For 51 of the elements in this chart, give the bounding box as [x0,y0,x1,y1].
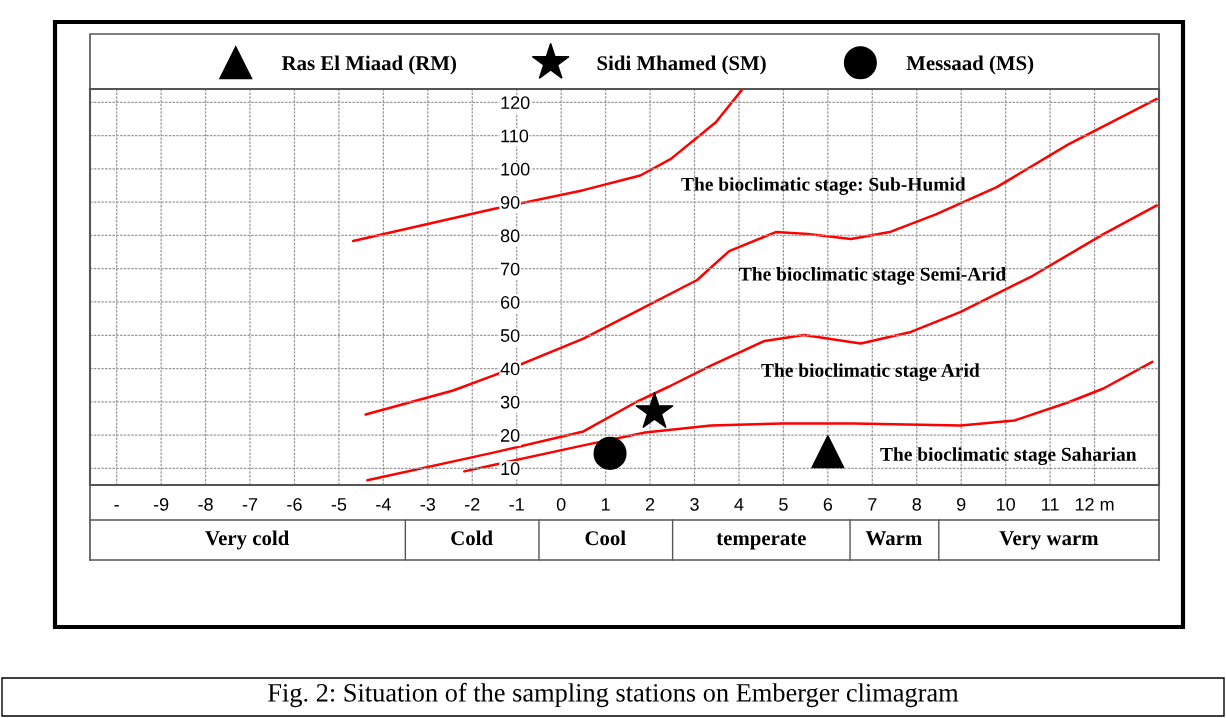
x-tick-label: -9 [153,497,169,511]
x-tick-label: 8 [912,497,921,511]
x-tick-label: -8 [198,497,213,511]
line-series [364,97,1159,416]
annotation: The bioclimatic stage Saharian [880,447,1137,465]
y-tick-label: 70 [501,262,520,276]
text: Cold [451,530,493,546]
annotation: The bioclimatic stage Arid [761,363,980,382]
x-tick-label: -2 [465,497,480,511]
y-tick-label: 40 [500,362,520,376]
x-tick-label: 11 [1042,498,1059,511]
x-tick-label: -7 [242,498,258,511]
text: Cool [585,530,626,546]
y-tick-label: 80 [500,229,520,243]
text: Very warm [999,531,1099,550]
y-tick-label: 90 [500,196,520,209]
y-tick-label: 10 [501,462,520,476]
x-tick-label: -3 [420,497,436,511]
x-tick-label: 6 [823,497,833,511]
annotation: The bioclimatic stage Semi-Arid [739,267,1006,285]
y-tick-label: 110 [501,129,529,143]
x-tick-label: 0 [556,497,566,511]
legend-label: Ras El Miaad (RM) [281,55,456,75]
y-tick-label: 100 [501,162,530,176]
annotation: The bioclimatic stage: Sub-Humid [681,177,966,195]
text: Warm [865,531,922,546]
x-tick-label: 2 [645,497,655,511]
y-tick-label: 50 [500,329,520,342]
x-tick-label: 9 [957,497,966,511]
x-tick-label: -5 [331,498,347,511]
text: temperate [716,533,806,550]
x-tick-label: 10 [996,497,1015,511]
legend-label: Sidi Mhamed (SM) [597,55,766,75]
legend-label: Messaad (MS) [906,55,1034,75]
y-tick-label: 30 [500,395,520,409]
y-tick-label: 60 [501,295,520,309]
x-tick-label: 12 m [1075,497,1114,511]
x-tick-label: -1 [509,498,524,511]
x-tick-label: -4 [376,498,391,511]
x-tick-label: 7 [868,498,877,511]
text: Fig. 2: Situation of the sampling stations on Emberger climagram [268,682,959,708]
y-tick-label: 20 [500,429,520,442]
x-tick-label: 3 [690,497,699,511]
y-tick-label: 120 [501,96,530,110]
x-tick-label: - [114,505,119,507]
x-tick-label: 5 [779,498,788,511]
line-series [463,360,1154,473]
x-tick-label: 1 [601,498,610,511]
x-tick-label: -6 [287,497,302,511]
text: Very cold [205,530,290,550]
x-tick-label: 4 [734,498,744,511]
